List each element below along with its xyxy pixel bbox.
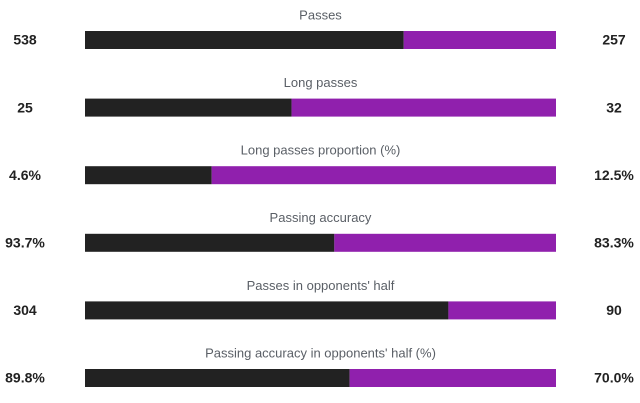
bar-segment bbox=[403, 31, 556, 49]
right-value: 32 bbox=[606, 99, 622, 115]
stat-label: Long passes proportion (%) bbox=[241, 143, 401, 158]
bar-segment bbox=[85, 31, 404, 49]
bar-segment bbox=[85, 98, 292, 117]
left-value: 25 bbox=[17, 99, 33, 115]
stat-label: Passes in opponents' half bbox=[247, 278, 395, 293]
stat-label: Passes bbox=[299, 7, 342, 22]
bar-segment bbox=[85, 166, 212, 185]
right-value: 90 bbox=[606, 302, 622, 318]
right-value: 83.3% bbox=[594, 235, 634, 251]
left-value: 93.7% bbox=[5, 235, 45, 251]
right-value: 12.5% bbox=[594, 167, 634, 183]
bar-segment bbox=[85, 369, 350, 387]
right-value: 70.0% bbox=[594, 370, 634, 386]
bar-segment bbox=[85, 233, 335, 252]
left-value: 89.8% bbox=[5, 370, 45, 386]
left-value: 4.6% bbox=[9, 167, 41, 183]
stat-label: Passing accuracy bbox=[270, 210, 372, 225]
stat-label: Long passes bbox=[284, 75, 358, 90]
bar-segment bbox=[349, 369, 556, 387]
stat-label: Passing accuracy in opponents' half (%) bbox=[205, 345, 436, 360]
bar-segment bbox=[211, 166, 556, 185]
bar-segment bbox=[85, 301, 449, 320]
bar-segment bbox=[334, 233, 556, 252]
right-value: 257 bbox=[602, 32, 626, 48]
left-value: 538 bbox=[13, 32, 37, 48]
bar-segment bbox=[291, 98, 556, 117]
left-value: 304 bbox=[13, 302, 37, 318]
bar-segment bbox=[448, 301, 556, 320]
